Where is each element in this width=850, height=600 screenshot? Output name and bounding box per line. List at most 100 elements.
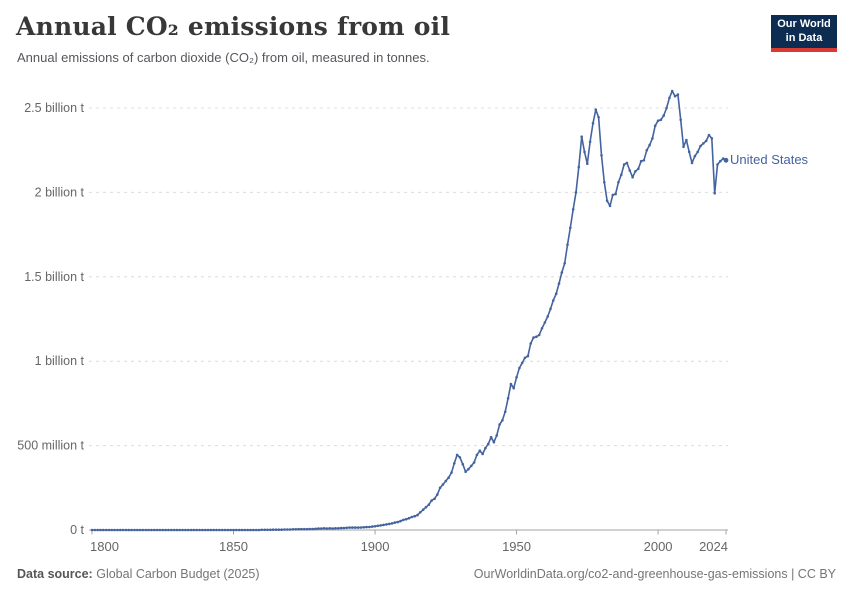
data-point[interactable] bbox=[274, 528, 278, 531]
data-point[interactable] bbox=[707, 133, 711, 137]
data-point[interactable] bbox=[283, 528, 286, 531]
data-point[interactable] bbox=[246, 528, 249, 532]
data-point[interactable] bbox=[668, 96, 671, 100]
data-point[interactable] bbox=[586, 162, 589, 165]
data-point[interactable] bbox=[218, 528, 221, 532]
data-point[interactable] bbox=[331, 527, 334, 530]
data-point[interactable] bbox=[673, 94, 677, 98]
data-point[interactable] bbox=[461, 462, 465, 466]
data-point[interactable] bbox=[475, 453, 479, 457]
data-point[interactable] bbox=[523, 356, 527, 360]
data-point[interactable] bbox=[716, 163, 719, 166]
data-point[interactable] bbox=[237, 528, 241, 532]
data-point[interactable] bbox=[186, 528, 190, 532]
data-point[interactable] bbox=[334, 527, 337, 530]
data-point[interactable] bbox=[133, 528, 136, 532]
data-point[interactable] bbox=[107, 528, 111, 532]
data-point[interactable] bbox=[339, 526, 343, 530]
data-point[interactable] bbox=[549, 307, 552, 311]
data-point[interactable] bbox=[699, 144, 702, 148]
data-point[interactable] bbox=[382, 523, 385, 527]
data-point[interactable] bbox=[597, 116, 600, 119]
data-point[interactable] bbox=[215, 528, 218, 532]
data-point[interactable] bbox=[308, 527, 312, 531]
data-point[interactable] bbox=[353, 526, 357, 529]
data-point[interactable] bbox=[492, 440, 496, 444]
data-point[interactable] bbox=[515, 375, 518, 379]
data-point[interactable] bbox=[322, 527, 326, 530]
data-point[interactable] bbox=[719, 159, 722, 163]
data-point[interactable] bbox=[303, 527, 306, 531]
data-point[interactable] bbox=[566, 243, 569, 246]
data-point[interactable] bbox=[723, 157, 729, 163]
data-point[interactable] bbox=[269, 528, 272, 532]
data-point[interactable] bbox=[424, 505, 428, 509]
data-point[interactable] bbox=[110, 528, 114, 532]
data-point[interactable] bbox=[410, 515, 414, 519]
data-point[interactable] bbox=[164, 528, 167, 532]
data-point[interactable] bbox=[119, 528, 122, 532]
data-point[interactable] bbox=[291, 528, 295, 531]
data-point[interactable] bbox=[560, 271, 564, 274]
data-point[interactable] bbox=[651, 137, 654, 140]
data-point[interactable] bbox=[642, 159, 646, 162]
data-point[interactable] bbox=[467, 467, 470, 471]
data-point[interactable] bbox=[710, 137, 714, 140]
data-point[interactable] bbox=[608, 204, 612, 208]
data-point[interactable] bbox=[141, 528, 145, 532]
data-point[interactable] bbox=[614, 192, 617, 196]
data-point[interactable] bbox=[645, 148, 649, 152]
data-point[interactable] bbox=[537, 333, 541, 337]
data-point[interactable] bbox=[421, 508, 425, 512]
data-point[interactable] bbox=[580, 135, 583, 138]
data-point[interactable] bbox=[659, 118, 663, 122]
data-point[interactable] bbox=[90, 528, 94, 532]
data-point[interactable] bbox=[554, 292, 558, 296]
data-point[interactable] bbox=[662, 114, 665, 117]
data-point[interactable] bbox=[220, 528, 224, 532]
data-point[interactable] bbox=[509, 382, 513, 386]
data-point[interactable] bbox=[294, 528, 298, 531]
data-point[interactable] bbox=[416, 513, 419, 517]
data-point[interactable] bbox=[314, 527, 317, 531]
data-point[interactable] bbox=[444, 479, 448, 483]
data-point[interactable] bbox=[588, 140, 592, 144]
data-point[interactable] bbox=[450, 471, 453, 474]
data-point[interactable] bbox=[184, 528, 187, 532]
data-point[interactable] bbox=[138, 528, 142, 532]
data-point[interactable] bbox=[201, 528, 204, 532]
data-point[interactable] bbox=[252, 528, 255, 532]
data-point[interactable] bbox=[362, 526, 366, 529]
data-point[interactable] bbox=[198, 528, 201, 532]
data-point[interactable] bbox=[257, 528, 261, 532]
data-point[interactable] bbox=[373, 525, 377, 528]
data-point[interactable] bbox=[130, 528, 133, 532]
data-point[interactable] bbox=[181, 528, 184, 532]
data-point[interactable] bbox=[489, 435, 493, 439]
data-point[interactable] bbox=[520, 361, 524, 365]
data-point[interactable] bbox=[702, 142, 705, 145]
data-point[interactable] bbox=[501, 419, 504, 422]
data-point[interactable] bbox=[472, 461, 476, 464]
data-point[interactable] bbox=[704, 139, 708, 143]
data-point[interactable] bbox=[300, 527, 303, 531]
data-point[interactable] bbox=[617, 181, 620, 184]
data-point[interactable] bbox=[212, 528, 215, 532]
data-point[interactable] bbox=[438, 486, 442, 490]
data-point[interactable] bbox=[628, 169, 632, 172]
data-point[interactable] bbox=[150, 528, 153, 532]
data-point[interactable] bbox=[376, 524, 380, 528]
data-point[interactable] bbox=[656, 119, 660, 122]
data-point[interactable] bbox=[535, 335, 538, 339]
data-point[interactable] bbox=[203, 528, 207, 532]
data-point[interactable] bbox=[178, 528, 181, 532]
data-point[interactable] bbox=[487, 442, 490, 446]
data-point[interactable] bbox=[192, 528, 196, 532]
data-point[interactable] bbox=[206, 528, 210, 532]
data-point[interactable] bbox=[478, 449, 482, 453]
data-point[interactable] bbox=[404, 517, 408, 521]
data-point[interactable] bbox=[158, 528, 162, 532]
data-point[interactable] bbox=[413, 514, 417, 518]
data-point[interactable] bbox=[433, 497, 436, 501]
data-point[interactable] bbox=[336, 527, 340, 530]
